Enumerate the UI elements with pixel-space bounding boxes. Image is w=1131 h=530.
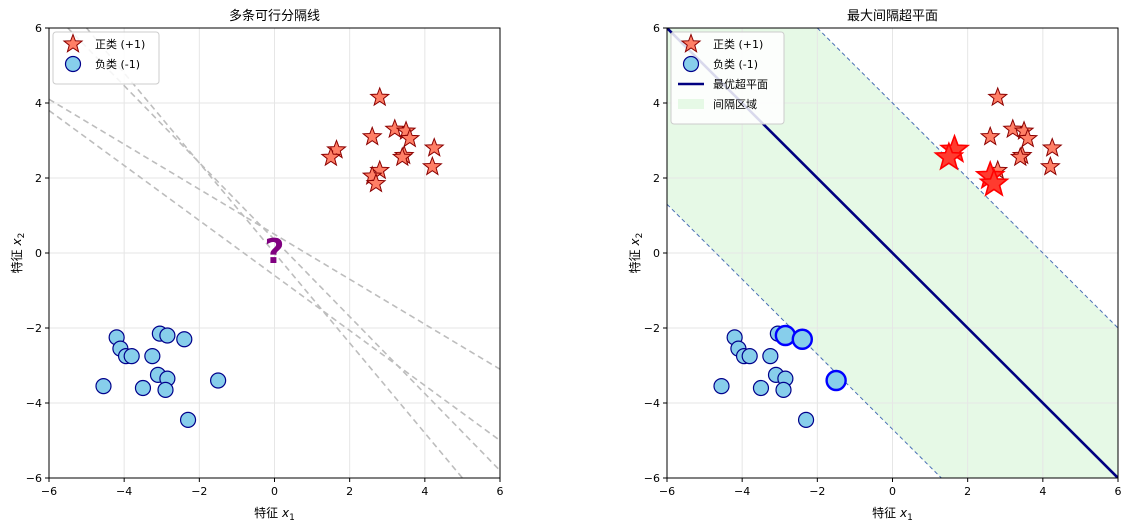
- positive-point: [979, 125, 1001, 146]
- plot-contents: [49, 28, 500, 478]
- legend-box: [52, 31, 160, 85]
- positive-point: [399, 127, 421, 148]
- y-tick-label: 2: [653, 172, 660, 185]
- legend-label: 间隔区域: [713, 98, 757, 111]
- positive-point: [1002, 118, 1024, 139]
- margin-boundary-line: [816, 28, 1118, 329]
- support-vector-positive: [933, 141, 965, 171]
- legend-label: 负类 (-1): [95, 57, 140, 71]
- positive-point: [384, 118, 406, 139]
- positive-point: [1017, 127, 1039, 148]
- x-tick-label: 2: [346, 485, 353, 498]
- y-tick-label: 4: [653, 97, 660, 110]
- x-tick-label: −4: [116, 485, 132, 498]
- y-tick-label: 2: [35, 172, 42, 185]
- y-tick-label: −6: [26, 472, 42, 485]
- positive-point: [365, 172, 387, 193]
- candidate-separator-line: [67, 28, 500, 472]
- negative-point: [179, 411, 197, 428]
- positive-point: [987, 86, 1009, 107]
- legend-star-icon: [680, 33, 702, 53]
- chart-title: 最大间隔超平面: [847, 9, 938, 24]
- positive-point: [361, 125, 383, 146]
- negative-point: [762, 348, 779, 365]
- x-tick-label: 6: [1115, 485, 1122, 498]
- legend-label: 负类 (-1): [713, 57, 758, 71]
- legend-label: 正类 (+1): [713, 37, 763, 51]
- positive-point: [391, 146, 413, 167]
- positive-point: [369, 86, 391, 107]
- legend-patch-icon: [678, 99, 704, 109]
- x-tick-label: 4: [1039, 485, 1046, 498]
- y-tick-label: −2: [644, 322, 660, 335]
- negative-point: [741, 348, 758, 365]
- negative-point: [775, 381, 792, 398]
- negative-point: [210, 372, 227, 389]
- question-mark-annotation: ?: [265, 232, 285, 272]
- support-vector-positive: [978, 167, 1010, 197]
- y-tick-label: −4: [26, 397, 42, 410]
- y-axis-label: 特征 x2: [627, 233, 645, 274]
- legend: 正类 (+1) 负类 (-1): [52, 31, 160, 85]
- candidate-separator-line: [49, 98, 500, 370]
- margin-boundary-line: [667, 203, 942, 478]
- negative-point: [797, 411, 815, 428]
- legend-circle-icon: [64, 55, 82, 73]
- legend-label: 最优超平面: [713, 77, 768, 91]
- positive-point: [1039, 155, 1061, 176]
- x-axis-label: 特征 x1: [254, 505, 295, 523]
- y-tick-label: −6: [644, 472, 660, 485]
- x-tick-label: 4: [421, 485, 428, 498]
- y-axis-label: 特征 x2: [9, 233, 27, 274]
- candidate-separator-line: [49, 109, 500, 442]
- negative-point: [752, 379, 770, 397]
- legend-circle-icon: [682, 55, 700, 73]
- candidate-separator-line: [85, 28, 464, 478]
- x-tick-label: −4: [734, 485, 750, 498]
- positive-point: [1009, 146, 1031, 167]
- positive-point: [320, 146, 342, 167]
- negative-point: [159, 327, 176, 344]
- legend-star-icon: [62, 33, 84, 53]
- negative-point: [123, 348, 140, 365]
- y-tick-label: 6: [653, 22, 660, 35]
- y-tick-label: 0: [35, 247, 42, 260]
- negative-point: [713, 378, 730, 395]
- negative-point: [134, 379, 152, 397]
- support-vector-negative: [791, 328, 813, 350]
- y-tick-label: −4: [644, 397, 660, 410]
- y-tick-label: 4: [35, 97, 42, 110]
- support-vector-negative: [825, 369, 847, 392]
- x-tick-label: 6: [497, 485, 504, 498]
- x-tick-label: 0: [271, 485, 278, 498]
- y-tick-label: 6: [35, 22, 42, 35]
- negative-point: [157, 381, 174, 398]
- positive-point: [421, 155, 443, 176]
- x-tick-label: −6: [41, 485, 57, 498]
- x-tick-label: 2: [964, 485, 971, 498]
- positive-point: [1041, 137, 1063, 157]
- negative-point: [144, 348, 161, 365]
- legend-label: 正类 (+1): [95, 37, 145, 51]
- positive-point: [423, 137, 445, 157]
- negative-point: [95, 378, 112, 395]
- negative-point: [176, 331, 193, 348]
- plot-contents: [667, 28, 1118, 478]
- y-tick-label: 0: [653, 247, 660, 260]
- y-tick-label: −2: [26, 322, 42, 335]
- x-axis-label: 特征 x1: [872, 505, 913, 523]
- chart-title: 多条可行分隔线: [229, 8, 320, 24]
- x-tick-label: 0: [889, 485, 896, 498]
- x-tick-label: −2: [191, 485, 207, 498]
- x-tick-label: −6: [659, 485, 675, 498]
- x-tick-label: −2: [809, 485, 825, 498]
